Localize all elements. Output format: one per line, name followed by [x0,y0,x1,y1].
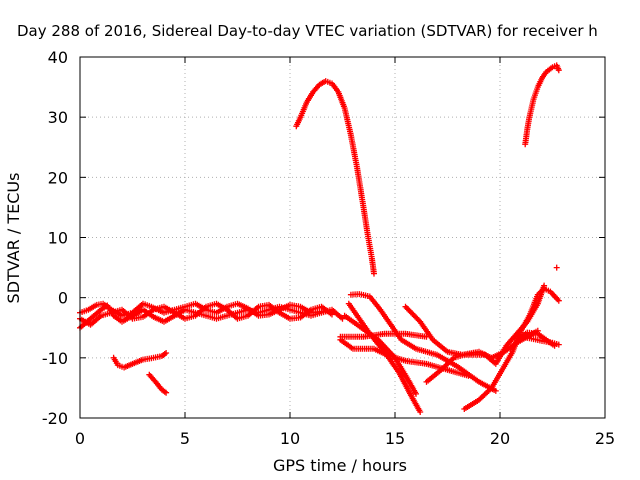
data-marker-trail [337,330,430,340]
y-axis-title: SDTVAR / TECUs [4,173,23,304]
series-arc-short-dip [110,350,170,371]
data-marker-trail [110,350,170,371]
x-tick-label: 20 [490,429,510,448]
chart-title: Day 288 of 2016, Sidereal Day-to-day VTE… [17,22,598,40]
y-tick-label: 0 [58,289,68,308]
series-isolated-point [553,264,560,271]
x-tick-label: 25 [595,429,615,448]
data-marker-trail [513,329,558,349]
series-arc-mid-flat [337,330,430,340]
series-arc-short-fall [146,371,170,396]
data-marker-trail [522,62,562,148]
x-axis-title: GPS time / hours [273,456,407,475]
y-tick-label: -10 [42,349,68,368]
x-tick-label: 15 [385,429,405,448]
y-tick-label: 30 [48,108,68,127]
data-marker-trail [146,371,170,396]
series-arc-high-peak [293,78,377,277]
y-tick-label: 20 [48,168,68,187]
series-arc-right-tail-2 [513,329,558,349]
x-tick-label: 0 [75,429,85,448]
x-tick-label: 10 [280,429,300,448]
plot-frame [79,56,606,419]
data-marker-trail [293,78,377,277]
y-tick-label: -20 [42,409,68,428]
y-tick-label: 10 [48,229,68,248]
data-points [77,62,562,415]
series-arc-late-rise [522,62,562,148]
x-tick-label: 5 [180,429,190,448]
y-tick-label: 40 [48,48,68,67]
data-marker-trail [553,264,560,271]
